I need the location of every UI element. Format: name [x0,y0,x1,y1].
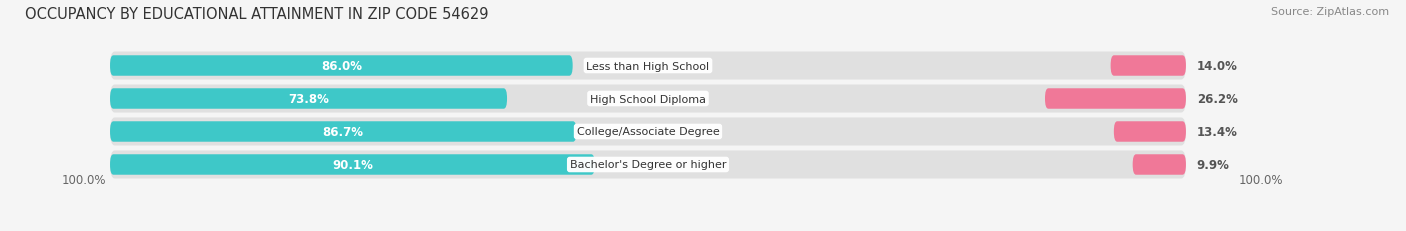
Text: Bachelor's Degree or higher: Bachelor's Degree or higher [569,160,727,170]
FancyBboxPatch shape [110,85,1185,113]
Text: 86.0%: 86.0% [321,60,361,73]
Text: 9.9%: 9.9% [1197,158,1230,171]
Text: Less than High School: Less than High School [586,61,710,71]
FancyBboxPatch shape [110,155,595,175]
FancyBboxPatch shape [110,151,1185,179]
FancyBboxPatch shape [110,52,1185,80]
Text: 13.4%: 13.4% [1197,125,1237,138]
FancyBboxPatch shape [110,122,576,142]
FancyBboxPatch shape [1111,56,1185,76]
Text: Source: ZipAtlas.com: Source: ZipAtlas.com [1271,7,1389,17]
FancyBboxPatch shape [110,56,572,76]
Text: 14.0%: 14.0% [1197,60,1237,73]
Text: 100.0%: 100.0% [62,173,105,186]
Text: College/Associate Degree: College/Associate Degree [576,127,720,137]
Text: 90.1%: 90.1% [332,158,373,171]
FancyBboxPatch shape [1114,122,1185,142]
FancyBboxPatch shape [110,118,1185,146]
Text: 26.2%: 26.2% [1197,93,1237,106]
FancyBboxPatch shape [1045,89,1185,109]
FancyBboxPatch shape [110,89,508,109]
Text: 86.7%: 86.7% [323,125,364,138]
Text: 100.0%: 100.0% [1239,173,1282,186]
FancyBboxPatch shape [1133,155,1185,175]
Text: 73.8%: 73.8% [288,93,329,106]
Text: High School Diploma: High School Diploma [591,94,706,104]
Text: OCCUPANCY BY EDUCATIONAL ATTAINMENT IN ZIP CODE 54629: OCCUPANCY BY EDUCATIONAL ATTAINMENT IN Z… [25,7,489,22]
